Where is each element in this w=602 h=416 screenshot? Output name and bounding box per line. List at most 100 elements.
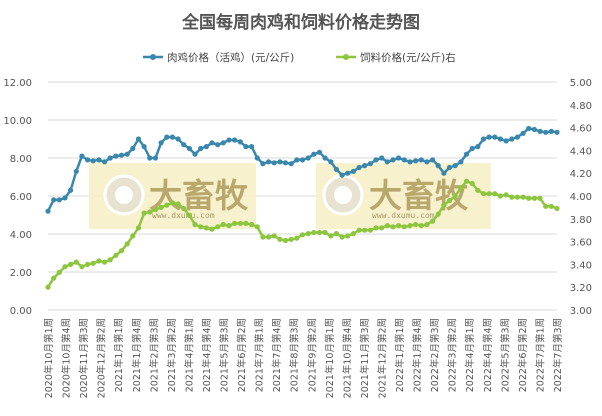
watermark-logo-left: 大畜牧 www.dxumu.com: [89, 163, 256, 229]
data-point-feed: [548, 203, 554, 209]
data-point-feed: [463, 178, 470, 184]
data-point-chicken: [339, 172, 345, 178]
data-point-chicken: [45, 208, 51, 214]
data-point-feed: [232, 220, 238, 226]
data-point-chicken: [328, 159, 334, 165]
data-point-feed: [509, 194, 515, 200]
data-point-feed: [356, 227, 362, 233]
left-tick-label: 6.00: [10, 192, 32, 203]
watermarks: 大畜牧 www.dxumu.com 大畜牧 www.dxumu.com: [89, 163, 491, 229]
x-tick-label: 2022年6月第2周: [517, 318, 529, 392]
data-point-feed: [73, 259, 79, 265]
x-tick-label: 2021年10月第4周: [341, 318, 353, 398]
data-point-feed: [130, 233, 136, 239]
data-point-feed: [147, 209, 153, 215]
data-point-feed: [452, 193, 458, 199]
data-point-feed: [480, 191, 487, 197]
x-tick-label: 2020年12月第2周: [96, 318, 108, 398]
data-point-chicken: [96, 157, 102, 163]
data-point-chicken: [543, 129, 549, 135]
data-point-chicken: [282, 160, 289, 166]
right-tick-label: 3.60: [570, 238, 592, 249]
data-point-chicken: [198, 145, 204, 152]
data-point-chicken: [531, 126, 538, 133]
data-point-chicken: [152, 155, 159, 161]
data-point-feed: [316, 229, 323, 236]
right-tick-label: 3.40: [570, 260, 592, 271]
data-point-chicken: [164, 134, 170, 140]
data-point-chicken: [435, 163, 441, 169]
right-tick-label: 4.00: [570, 192, 592, 203]
x-tick-label: 2022年4月第1周: [464, 318, 476, 392]
data-point-feed: [537, 195, 543, 201]
data-point-chicken: [356, 164, 362, 171]
data-point-chicken: [514, 134, 521, 140]
left-tick-label: 4.00: [10, 230, 32, 241]
x-tick-label: 2022年3月第2周: [447, 318, 459, 392]
data-point-chicken: [118, 152, 125, 158]
data-point-chicken: [113, 153, 119, 159]
data-point-feed: [520, 194, 526, 200]
data-point-feed: [362, 227, 368, 233]
data-point-chicken: [373, 157, 379, 163]
x-tick-label: 2021年10月第1周: [324, 318, 336, 398]
x-tick-label: 2022年7月第3周: [552, 318, 564, 392]
data-point-chicken: [480, 136, 487, 142]
data-point-feed: [62, 264, 68, 270]
data-point-chicken: [350, 168, 356, 174]
left-tick-label: 2.00: [10, 268, 32, 279]
data-point-chicken: [243, 144, 249, 150]
data-point-chicken: [85, 157, 91, 163]
data-point-chicken: [260, 161, 266, 167]
data-point-chicken: [463, 151, 470, 157]
data-point-feed: [333, 231, 339, 237]
data-point-feed: [181, 205, 187, 212]
data-point-feed: [396, 223, 402, 229]
data-point-feed: [367, 227, 373, 233]
x-tick-label: 2022年2月第3周: [429, 318, 441, 392]
data-point-feed: [430, 218, 436, 224]
data-point-chicken: [130, 145, 136, 152]
data-point-feed: [237, 220, 243, 226]
data-point-chicken: [102, 159, 108, 165]
data-point-chicken: [367, 161, 373, 167]
right-tick-label: 4.80: [570, 101, 592, 112]
data-point-chicken: [237, 139, 243, 145]
data-point-chicken: [396, 155, 402, 161]
data-point-chicken: [203, 144, 209, 150]
data-point-chicken: [390, 157, 396, 163]
data-point-chicken: [294, 157, 300, 163]
data-point-chicken: [169, 134, 175, 140]
data-point-chicken: [554, 129, 560, 135]
data-point-feed: [249, 221, 255, 228]
right-tick-label: 4.20: [570, 169, 592, 180]
data-point-chicken: [497, 136, 503, 142]
data-point-chicken: [379, 155, 385, 161]
left-tick-label: 12.00: [3, 78, 32, 89]
data-point-feed: [203, 225, 209, 231]
data-point-feed: [299, 232, 306, 238]
data-point-chicken: [520, 130, 526, 136]
data-point-feed: [158, 204, 164, 210]
data-point-chicken: [56, 197, 62, 203]
x-tick-label: 2021年2月第3周: [148, 318, 160, 392]
x-tick-label: 2021年12月第2周: [376, 318, 388, 398]
x-tick-label: 2022年1月第4周: [412, 318, 424, 392]
data-point-feed: [198, 224, 204, 230]
data-point-feed: [492, 191, 498, 197]
data-point-feed: [266, 234, 272, 240]
data-point-feed: [469, 180, 475, 187]
data-point-feed: [90, 260, 96, 266]
right-tick-label: 3.00: [570, 306, 592, 317]
data-point-chicken: [407, 159, 413, 165]
data-point-feed: [226, 223, 232, 229]
data-point-feed: [113, 252, 119, 258]
data-point-feed: [475, 187, 481, 193]
legend-marker-chicken: [150, 54, 156, 60]
data-point-chicken: [271, 160, 277, 166]
right-tick-label: 4.40: [570, 146, 592, 157]
data-point-chicken: [277, 159, 283, 165]
data-point-chicken: [345, 170, 351, 176]
data-point-chicken: [79, 153, 85, 159]
